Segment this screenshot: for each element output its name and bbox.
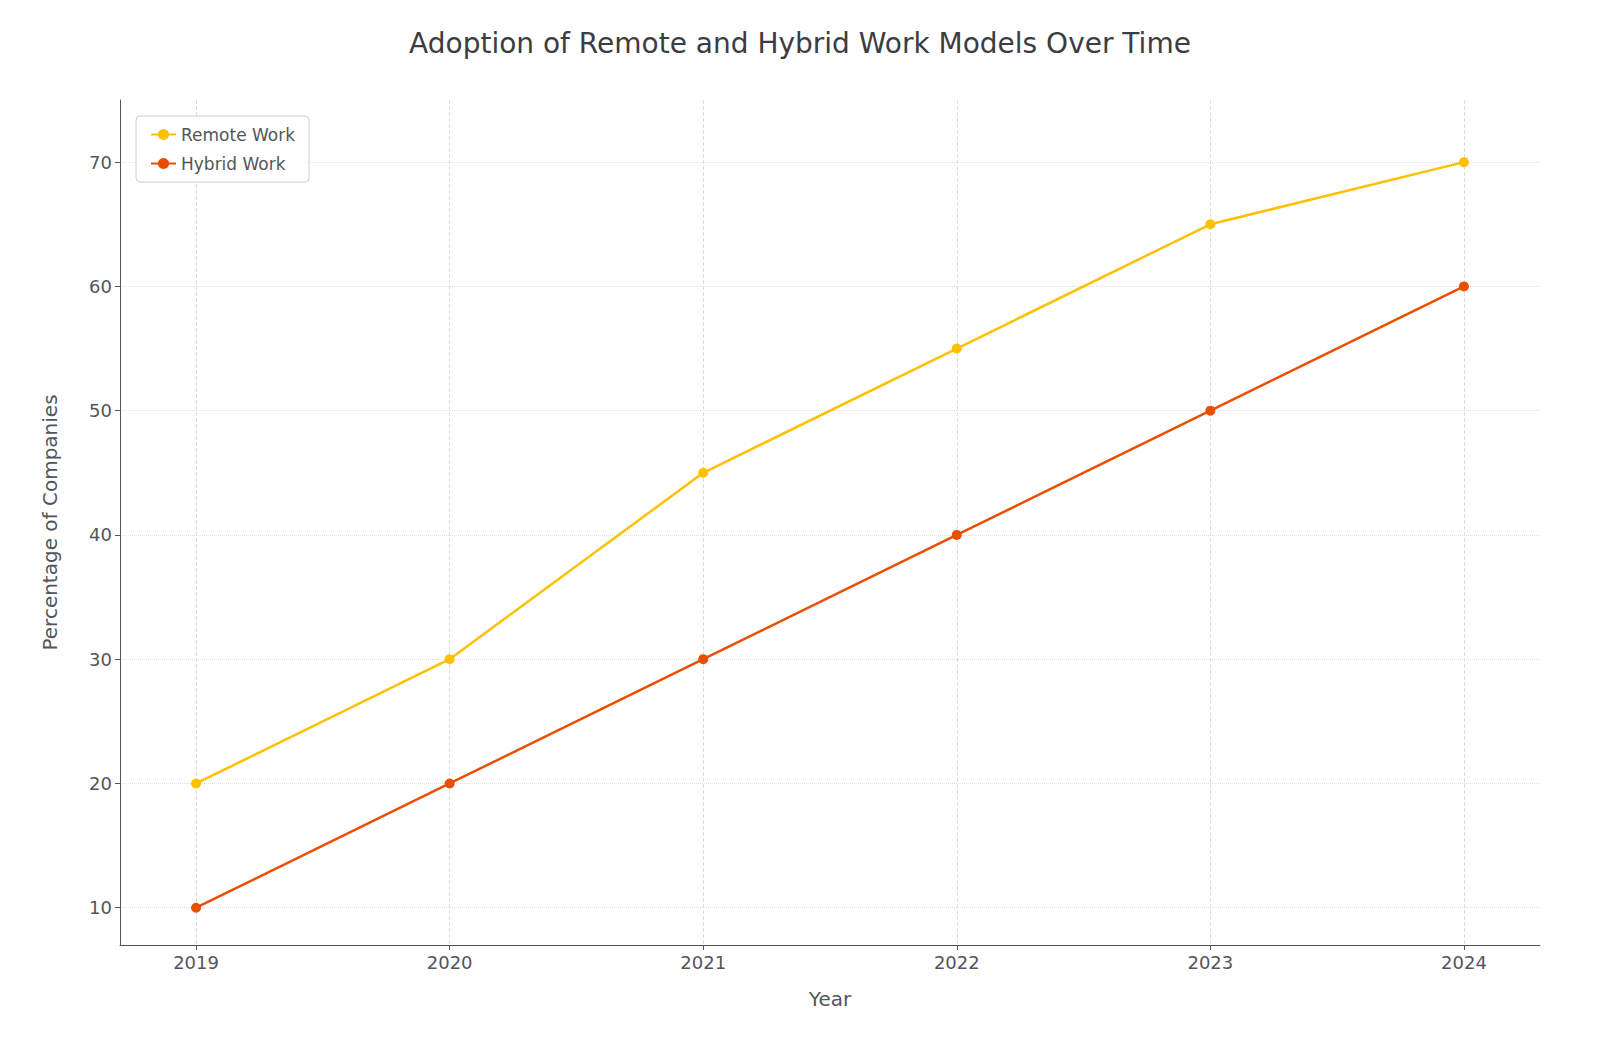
svg-text:2023: 2023 [1187, 952, 1233, 973]
svg-text:70: 70 [89, 152, 112, 173]
svg-text:50: 50 [89, 400, 112, 421]
svg-text:20: 20 [89, 773, 112, 794]
svg-text:Percentage of Companies: Percentage of Companies [38, 394, 62, 650]
svg-text:2019: 2019 [173, 952, 219, 973]
svg-text:Year: Year [808, 987, 852, 1011]
svg-text:30: 30 [89, 649, 112, 670]
svg-text:Hybrid Work: Hybrid Work [181, 154, 286, 174]
svg-text:2021: 2021 [680, 952, 726, 973]
svg-text:40: 40 [89, 524, 112, 545]
svg-text:10: 10 [89, 897, 112, 918]
svg-text:2022: 2022 [934, 952, 980, 973]
svg-text:2020: 2020 [427, 952, 473, 973]
svg-text:60: 60 [89, 276, 112, 297]
svg-text:Remote Work: Remote Work [181, 125, 295, 145]
svg-text:2024: 2024 [1441, 952, 1487, 973]
svg-text:Adoption of Remote and Hybrid: Adoption of Remote and Hybrid Work Model… [409, 27, 1191, 60]
